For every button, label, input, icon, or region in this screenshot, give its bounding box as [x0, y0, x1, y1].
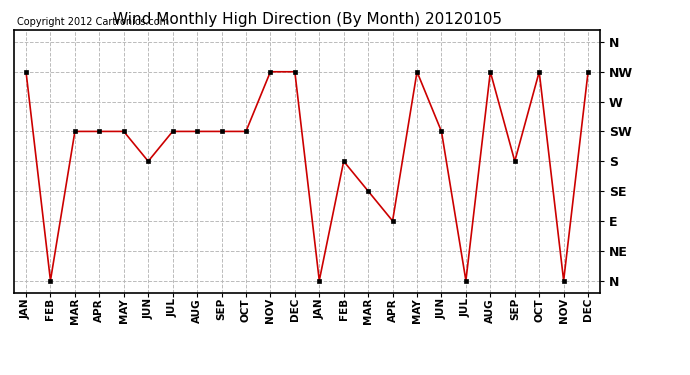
Text: Copyright 2012 Cartronics.com: Copyright 2012 Cartronics.com	[17, 17, 169, 27]
Title: Wind Monthly High Direction (By Month) 20120105: Wind Monthly High Direction (By Month) 2…	[112, 12, 502, 27]
